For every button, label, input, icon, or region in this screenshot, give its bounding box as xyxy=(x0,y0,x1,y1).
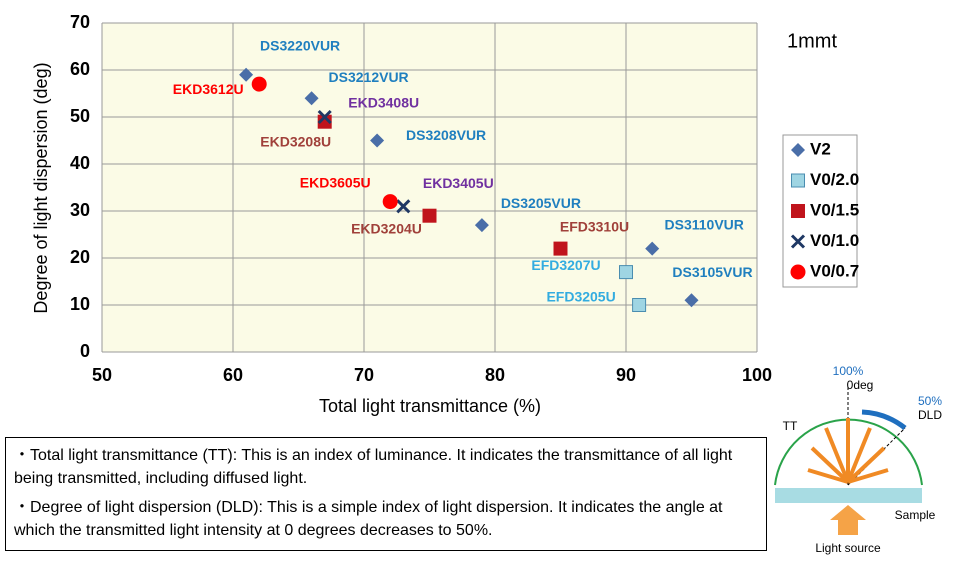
point-label: EKD3208U xyxy=(260,133,331,149)
diagram-label: DLD xyxy=(918,408,942,422)
sample xyxy=(775,488,922,503)
rays xyxy=(807,418,889,484)
legend-label: V0/1.5 xyxy=(810,200,859,219)
x-tick-label: 50 xyxy=(92,365,112,385)
diagram-label: 50% xyxy=(918,394,942,408)
diagram-label: Sample xyxy=(895,508,936,522)
y-tick-label: 20 xyxy=(70,247,90,267)
point-label: EFD3205U xyxy=(546,289,615,305)
dld-arc xyxy=(861,409,907,430)
marker xyxy=(632,298,647,312)
plot-area xyxy=(102,23,757,352)
x-tick-label: 100 xyxy=(742,365,772,385)
note: ・Total light transmittance (TT): This is… xyxy=(14,447,733,487)
marker xyxy=(684,293,699,308)
annotation: 1mmt xyxy=(787,30,837,52)
x-tick-label: 80 xyxy=(485,365,505,385)
diagram-label: Light source xyxy=(815,541,881,555)
point-label: EKD3612U xyxy=(173,81,244,97)
marker xyxy=(645,241,660,256)
point-label: DS3220VUR xyxy=(260,37,340,53)
notes-box: ・Total light transmittance (TT): This is… xyxy=(5,437,767,551)
diagram-label: 0deg xyxy=(847,378,874,392)
x-tick-label: 90 xyxy=(616,365,636,385)
legend-label: V2 xyxy=(810,139,831,158)
marker xyxy=(791,204,805,218)
point-label: EFD3310U xyxy=(560,218,629,234)
diagram-label: TT xyxy=(783,419,798,433)
marker xyxy=(474,218,489,233)
marker xyxy=(791,143,805,157)
marker xyxy=(790,234,806,249)
point-label: DS3105VUR xyxy=(672,264,752,280)
point-label: EKD3204U xyxy=(351,220,422,236)
marker xyxy=(304,91,319,106)
x-tick-label: 60 xyxy=(223,365,243,385)
point-label: DS3208VUR xyxy=(406,127,486,143)
point-label: EFD3207U xyxy=(531,257,600,273)
marker xyxy=(251,76,267,92)
y-tick-label: 60 xyxy=(70,59,90,79)
point-label: EKD3605U xyxy=(300,174,371,190)
y-tick-label: 30 xyxy=(70,200,90,220)
marker xyxy=(396,199,411,214)
point-label: EKD3405U xyxy=(423,175,494,191)
source-arrow xyxy=(830,505,866,535)
marker xyxy=(239,67,254,82)
legend-label: V0/0.7 xyxy=(810,261,859,280)
y-tick-label: 0 xyxy=(80,341,90,361)
marker xyxy=(317,109,332,125)
x-axis-title: Total light transmittance (%) xyxy=(319,396,541,416)
y-axis-title: Degree of light dispersion (deg) xyxy=(31,62,51,313)
marker xyxy=(790,264,806,280)
y-tick-label: 10 xyxy=(70,294,90,314)
x-tick-label: 70 xyxy=(354,365,374,385)
y-tick-label: 70 xyxy=(70,12,90,32)
point-label: EKD3408U xyxy=(348,95,419,111)
point-label: DS3212VUR xyxy=(329,69,409,85)
marker xyxy=(791,173,805,188)
legend-label: V0/2.0 xyxy=(810,170,859,189)
marker xyxy=(370,133,385,148)
marker xyxy=(382,194,398,210)
marker xyxy=(553,241,568,256)
diagram: 100% 0deg 50% DLD TT Sample Light source xyxy=(774,364,942,555)
marker xyxy=(422,208,437,223)
point-label: DS3110VUR xyxy=(665,216,744,232)
diagram-label: 100% xyxy=(833,364,864,378)
point-label: DS3205VUR xyxy=(501,195,581,211)
y-tick-label: 50 xyxy=(70,106,90,126)
legend-label: V0/1.0 xyxy=(810,231,859,250)
note: ・Degree of light dispersion (DLD): This … xyxy=(14,499,723,539)
marker xyxy=(619,265,633,280)
y-tick-label: 40 xyxy=(70,153,90,173)
